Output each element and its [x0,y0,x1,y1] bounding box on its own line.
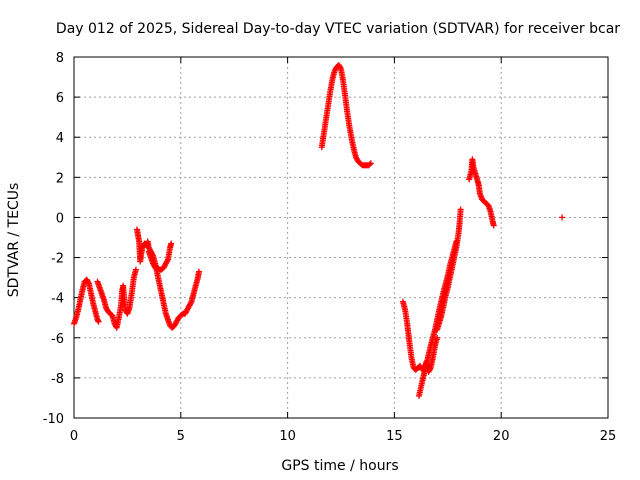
data-points [71,62,566,399]
data-point [164,257,171,264]
data-point [337,64,344,71]
x-tick-label: 25 [600,429,617,444]
y-tick-label: -2 [51,252,64,267]
x-tick-labels: 0 5 10 15 20 25 [70,429,616,444]
y-tick-label: -6 [51,332,64,347]
data-point [132,266,139,273]
y-tick-label: -8 [51,372,64,387]
data-point [95,318,102,325]
y-axis-label: SDTVAR / TECUs [6,183,22,298]
x-tick-label: 0 [70,429,78,444]
data-point [366,161,373,168]
y-tick-label: 2 [56,171,64,186]
x-tick-label: 10 [279,429,296,444]
data-point [457,206,464,213]
grid-lines [74,57,608,418]
y-tick-label: 8 [56,51,64,66]
data-point [168,240,175,247]
data-point [490,222,497,229]
data-point [85,279,92,286]
data-point [367,160,374,167]
data-point [195,268,202,275]
x-axis-label: GPS time / hours [281,458,398,474]
x-tick-label: 5 [177,429,185,444]
y-tick-label: 4 [56,131,64,146]
chart-title: Day 012 of 2025, Sidereal Day-to-day VTE… [56,21,620,37]
y-tick-labels: -10 -8 -6 -4 -2 0 2 4 6 8 [43,51,64,427]
y-tick-label: -4 [51,292,64,307]
data-point [187,300,194,307]
x-tick-label: 15 [386,429,403,444]
y-tick-label: 6 [56,91,64,106]
x-tick-label: 20 [493,429,510,444]
y-tick-label: -10 [43,412,64,427]
axis-ticks [73,56,609,419]
y-tick-label: 0 [56,211,64,226]
data-point [559,214,566,221]
plot-frame [73,56,609,419]
